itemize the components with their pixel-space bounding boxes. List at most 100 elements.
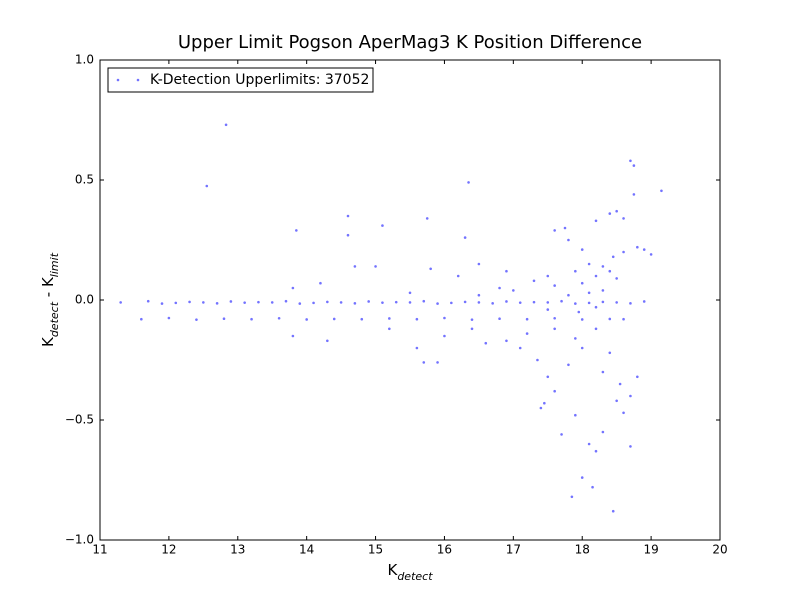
point: [498, 317, 501, 321]
point: [642, 300, 646, 303]
point: [574, 337, 577, 340]
point: [470, 318, 474, 321]
x-tick-label: 19: [643, 543, 658, 557]
point: [467, 181, 470, 184]
point: [580, 318, 584, 321]
point: [567, 293, 570, 297]
point: [222, 317, 226, 321]
point: [346, 233, 350, 237]
point: [594, 305, 598, 309]
point: [574, 269, 577, 273]
point: [622, 250, 625, 254]
point: [632, 193, 636, 196]
point: [374, 265, 377, 268]
point: [505, 269, 508, 273]
point: [629, 159, 632, 163]
point: [601, 300, 605, 304]
point: [332, 317, 336, 321]
point: [339, 301, 343, 304]
point: [601, 289, 605, 292]
point: [436, 361, 439, 364]
point: [215, 302, 219, 305]
point: [567, 363, 570, 367]
y-tick-label: 0.0: [75, 293, 94, 307]
point: [305, 318, 308, 321]
point: [167, 316, 171, 320]
point: [470, 327, 474, 331]
point: [615, 399, 618, 403]
point: [429, 267, 432, 271]
point: [615, 209, 618, 213]
point: [580, 248, 584, 251]
point: [298, 302, 302, 305]
point: [257, 300, 260, 304]
point: [587, 442, 591, 446]
point: [312, 301, 315, 305]
point: [611, 255, 615, 259]
point: [205, 184, 209, 188]
point: [546, 301, 550, 304]
point: [295, 229, 298, 232]
y-tick-label: 0.5: [75, 173, 94, 187]
y-axis-label-part: limit: [48, 252, 61, 277]
point: [546, 375, 550, 379]
point: [140, 317, 143, 321]
x-tick-label: 14: [299, 543, 314, 557]
point: [388, 317, 391, 320]
point: [622, 411, 625, 415]
point: [484, 341, 488, 345]
point: [195, 318, 198, 321]
point: [636, 245, 639, 249]
point: [560, 433, 563, 436]
point: [346, 214, 350, 218]
point: [456, 274, 460, 278]
point: [498, 286, 501, 290]
point: [608, 351, 612, 355]
x-tick-label: 18: [575, 543, 590, 557]
point: [570, 495, 574, 499]
point: [553, 284, 556, 287]
point: [277, 316, 281, 320]
point: [649, 253, 653, 256]
point: [394, 300, 398, 304]
point: [243, 301, 246, 304]
point: [594, 449, 598, 453]
x-axis-label: Kdetect: [387, 561, 433, 583]
point: [594, 219, 598, 223]
point: [477, 301, 481, 304]
point: [539, 406, 543, 410]
point: [284, 299, 288, 303]
point: [574, 302, 577, 305]
point: [525, 317, 529, 321]
point: [388, 327, 391, 331]
point: [567, 238, 570, 242]
point: [436, 302, 439, 305]
point: [601, 370, 605, 374]
point: [546, 308, 550, 311]
plot-frame: [99, 59, 721, 541]
y-tick-label: −1.0: [65, 533, 94, 547]
point: [450, 301, 453, 305]
y-tick-label: −0.5: [65, 413, 94, 427]
point: [553, 316, 556, 320]
point: [601, 265, 605, 268]
point: [536, 358, 539, 362]
point: [353, 302, 357, 305]
point: [174, 301, 178, 305]
point: [415, 317, 419, 321]
point: [608, 269, 612, 273]
point: [381, 301, 384, 304]
point: [629, 394, 632, 398]
point: [463, 236, 467, 239]
point: [512, 289, 515, 292]
point: [353, 265, 357, 268]
point: [250, 317, 253, 321]
point: [188, 300, 191, 304]
point: [532, 279, 536, 283]
point: [594, 327, 598, 331]
point: [611, 509, 615, 513]
point: [518, 301, 522, 304]
legend-marker: [116, 78, 120, 82]
point: [532, 300, 536, 304]
